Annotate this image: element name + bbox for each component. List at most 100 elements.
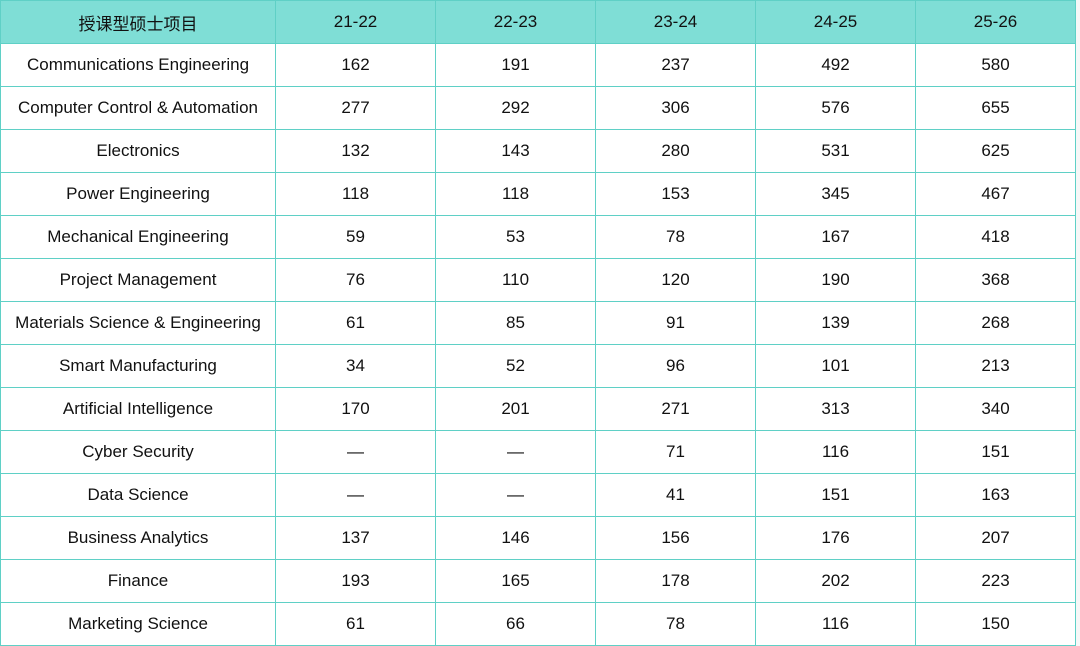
count-cell: 418 [915, 215, 1076, 259]
count-cell: 116 [755, 430, 916, 474]
count-cell: 207 [915, 516, 1076, 560]
table-row: Business Analytics 137 146 156 176 207 [0, 516, 1076, 560]
count-cell: 306 [595, 86, 756, 130]
header-cell: 21-22 [275, 0, 436, 44]
count-cell: 531 [755, 129, 916, 173]
table-row: Project Management 76 110 120 190 368 [0, 258, 1076, 302]
count-cell: 202 [755, 559, 916, 603]
count-cell: 66 [435, 602, 596, 646]
count-cell: 132 [275, 129, 436, 173]
program-cell: Mechanical Engineering [0, 215, 276, 259]
count-cell: 137 [275, 516, 436, 560]
count-cell: 580 [915, 43, 1076, 87]
count-cell: — [435, 473, 596, 517]
count-cell: 292 [435, 86, 596, 130]
count-cell: 277 [275, 86, 436, 130]
count-cell: 85 [435, 301, 596, 345]
table-row: Marketing Science 61 66 78 116 150 [0, 602, 1076, 646]
count-cell: 34 [275, 344, 436, 388]
count-cell: 96 [595, 344, 756, 388]
count-cell: 167 [755, 215, 916, 259]
count-cell: 655 [915, 86, 1076, 130]
count-cell: 61 [275, 602, 436, 646]
program-cell: Electronics [0, 129, 276, 173]
count-cell: 59 [275, 215, 436, 259]
count-cell: 156 [595, 516, 756, 560]
program-cell: Communications Engineering [0, 43, 276, 87]
count-cell: 271 [595, 387, 756, 431]
count-cell: 91 [595, 301, 756, 345]
count-cell: 345 [755, 172, 916, 216]
program-cell: Data Science [0, 473, 276, 517]
program-cell: Business Analytics [0, 516, 276, 560]
count-cell: 61 [275, 301, 436, 345]
count-cell: 625 [915, 129, 1076, 173]
count-cell: 150 [915, 602, 1076, 646]
count-cell: 78 [595, 602, 756, 646]
count-cell: 139 [755, 301, 916, 345]
table-row: Communications Engineering 162 191 237 492 58… [0, 43, 1076, 87]
count-cell: 190 [755, 258, 916, 302]
program-cell: Project Management [0, 258, 276, 302]
count-cell: 116 [755, 602, 916, 646]
count-cell: — [275, 430, 436, 474]
table-row: Data Science — —41 151 163 [0, 473, 1076, 517]
count-cell: 41 [595, 473, 756, 517]
count-cell: 178 [595, 559, 756, 603]
count-cell: 143 [435, 129, 596, 173]
count-cell: 162 [275, 43, 436, 87]
table-row: Computer Control & Automation 277 292 306 57… [0, 86, 1076, 130]
count-cell: 52 [435, 344, 596, 388]
count-cell: 53 [435, 215, 596, 259]
count-cell: 118 [435, 172, 596, 216]
count-cell: 146 [435, 516, 596, 560]
header-cell: 25-26 [915, 0, 1076, 44]
table-row: Smart Manufacturing 34 52 96 101 213 [0, 344, 1076, 388]
count-cell: 120 [595, 258, 756, 302]
program-cell: Smart Manufacturing [0, 344, 276, 388]
count-cell: 237 [595, 43, 756, 87]
table-row: Cyber Security — —71 116 151 [0, 430, 1076, 474]
table-row: Mechanical Engineering 59 53 78 167 418 [0, 215, 1076, 259]
count-cell: 163 [915, 473, 1076, 517]
count-cell: 492 [755, 43, 916, 87]
count-cell: 110 [435, 258, 596, 302]
count-cell: 170 [275, 387, 436, 431]
header-cell: 24-25 [755, 0, 916, 44]
table-row: Electronics 132 143 280 531 625 [0, 129, 1076, 173]
program-cell: Computer Control & Automation [0, 86, 276, 130]
header-cell: 23-24 [595, 0, 756, 44]
count-cell: 280 [595, 129, 756, 173]
table-row: Power Engineering 118 118 153 345 467 [0, 172, 1076, 216]
count-cell: — [435, 430, 596, 474]
table-body: Communications Engineering 162 191 237 492 58… [0, 43, 1076, 646]
count-cell: 78 [595, 215, 756, 259]
count-cell: 118 [275, 172, 436, 216]
table-row: Materials Science & Engineering 61 85 91 139… [0, 301, 1076, 345]
program-cell: Materials Science & Engineering [0, 301, 276, 345]
program-cell: Cyber Security [0, 430, 276, 474]
count-cell: 340 [915, 387, 1076, 431]
count-cell: 193 [275, 559, 436, 603]
count-cell: 368 [915, 258, 1076, 302]
header-row: 授课型硕士项目 21-22 22-23 23-24 24-25 25-26 [0, 0, 1076, 44]
count-cell: 176 [755, 516, 916, 560]
program-cell: Artificial Intelligence [0, 387, 276, 431]
count-cell: 191 [435, 43, 596, 87]
header-cell: 22-23 [435, 0, 596, 44]
header-cell: 授课型硕士项目 [0, 0, 276, 44]
count-cell: — [275, 473, 436, 517]
count-cell: 576 [755, 86, 916, 130]
count-cell: 268 [915, 301, 1076, 345]
table-row: Artificial Intelligence 170 201 271 313 340 [0, 387, 1076, 431]
program-cell: Marketing Science [0, 602, 276, 646]
count-cell: 101 [755, 344, 916, 388]
count-cell: 213 [915, 344, 1076, 388]
program-cell: Finance [0, 559, 276, 603]
count-cell: 201 [435, 387, 596, 431]
program-cell: Power Engineering [0, 172, 276, 216]
count-cell: 313 [755, 387, 916, 431]
count-cell: 151 [915, 430, 1076, 474]
count-cell: 223 [915, 559, 1076, 603]
